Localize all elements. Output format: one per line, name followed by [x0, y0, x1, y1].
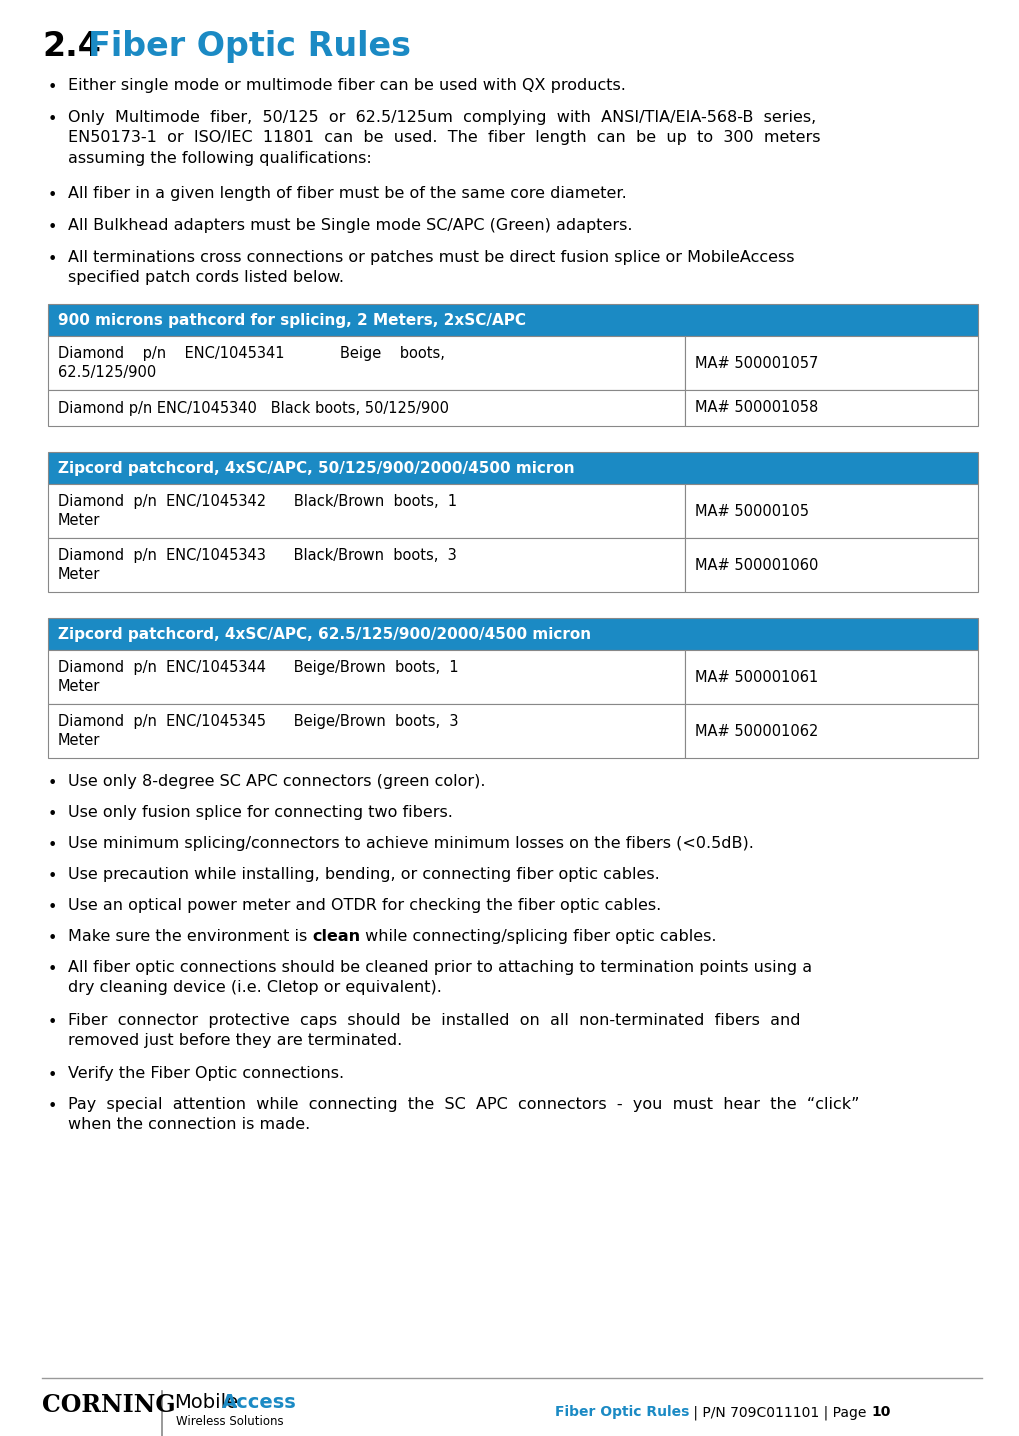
Text: Fiber Optic Rules: Fiber Optic Rules	[88, 30, 411, 63]
Bar	[48, 538, 685, 592]
Text: 10: 10	[871, 1404, 891, 1419]
Text: All fiber in a given length of fiber must be of the same core diameter.: All fiber in a given length of fiber mus…	[68, 187, 627, 201]
Bar	[685, 538, 978, 592]
Text: •: •	[48, 112, 57, 126]
Bar	[48, 304, 978, 336]
Text: MA# 500001058: MA# 500001058	[695, 401, 818, 415]
Text: MA# 500001057: MA# 500001057	[695, 356, 818, 370]
Text: while connecting/splicing fiber optic cables.: while connecting/splicing fiber optic ca…	[361, 929, 717, 943]
Text: Diamond  p/n  ENC/1045342      Black/Brown  boots,  1
Meter: Diamond p/n ENC/1045342 Black/Brown boot…	[58, 494, 458, 528]
Text: •: •	[48, 251, 57, 267]
Text: •: •	[48, 220, 57, 236]
Text: •: •	[48, 80, 57, 95]
Text: All terminations cross connections or patches must be direct fusion splice or Mo: All terminations cross connections or pa…	[68, 250, 795, 286]
Text: All fiber optic connections should be cleaned prior to attaching to termination : All fiber optic connections should be cl…	[68, 961, 812, 995]
Bar	[48, 336, 685, 391]
Text: •: •	[48, 962, 57, 976]
Text: Fiber  connector  protective  caps  should  be  installed  on  all  non-terminat: Fiber connector protective caps should b…	[68, 1012, 801, 1048]
Text: •: •	[48, 900, 57, 915]
Text: Either single mode or multimode fiber can be used with QX products.: Either single mode or multimode fiber ca…	[68, 78, 626, 93]
Text: •: •	[48, 839, 57, 853]
Text: Wireless Solutions: Wireless Solutions	[176, 1414, 283, 1427]
Text: Fiber Optic Rules: Fiber Optic Rules	[555, 1404, 690, 1419]
Text: Zipcord patchcord, 4xSC/APC, 50/125/900/2000/4500 micron: Zipcord patchcord, 4xSC/APC, 50/125/900/…	[58, 461, 575, 475]
Text: Diamond  p/n  ENC/1045345      Beige/Brown  boots,  3
Meter: Diamond p/n ENC/1045345 Beige/Brown boot…	[58, 714, 459, 748]
Text: Access: Access	[222, 1393, 297, 1412]
Text: Diamond    p/n    ENC/1045341            Beige    boots,
62.5/125/900: Diamond p/n ENC/1045341 Beige boots, 62.…	[58, 346, 445, 381]
Text: Only  Multimode  fiber,  50/125  or  62.5/125um  complying  with  ANSI/TIA/EIA-5: Only Multimode fiber, 50/125 or 62.5/125…	[68, 111, 820, 165]
Bar	[48, 484, 685, 538]
Text: All Bulkhead adapters must be Single mode SC/APC (Green) adapters.: All Bulkhead adapters must be Single mod…	[68, 218, 633, 233]
Text: 2.4: 2.4	[42, 30, 101, 63]
Text: Mobile: Mobile	[174, 1393, 238, 1412]
Text: •: •	[48, 807, 57, 821]
Text: •: •	[48, 931, 57, 946]
Bar	[685, 336, 978, 391]
Text: •: •	[48, 1068, 57, 1083]
Text: clean: clean	[313, 929, 361, 943]
Text: Diamond  p/n  ENC/1045344      Beige/Brown  boots,  1
Meter: Diamond p/n ENC/1045344 Beige/Brown boot…	[58, 659, 459, 695]
Text: •: •	[48, 869, 57, 885]
Text: MA# 50000105: MA# 50000105	[695, 504, 809, 518]
Text: Make sure the environment is: Make sure the environment is	[68, 929, 313, 943]
Text: •: •	[48, 775, 57, 791]
Bar	[685, 704, 978, 758]
Text: Use an optical power meter and OTDR for checking the fiber optic cables.: Use an optical power meter and OTDR for …	[68, 898, 661, 913]
Text: MA# 500001061: MA# 500001061	[695, 669, 818, 685]
Bar	[48, 617, 978, 651]
Bar	[48, 391, 685, 426]
Bar	[685, 484, 978, 538]
Text: MA# 500001060: MA# 500001060	[695, 557, 818, 573]
Bar	[48, 651, 685, 704]
Text: CORNING: CORNING	[42, 1393, 175, 1417]
Text: Use precaution while installing, bending, or connecting fiber optic cables.: Use precaution while installing, bending…	[68, 867, 659, 882]
Bar	[685, 391, 978, 426]
Text: Pay  special  attention  while  connecting  the  SC  APC  connectors  -  you  mu: Pay special attention while connecting t…	[68, 1097, 859, 1133]
Text: Use minimum splicing/connectors to achieve minimum losses on the fibers (<0.5dB): Use minimum splicing/connectors to achie…	[68, 836, 754, 852]
Text: Verify the Fiber Optic connections.: Verify the Fiber Optic connections.	[68, 1066, 344, 1081]
Bar	[685, 651, 978, 704]
Text: •: •	[48, 1015, 57, 1030]
Text: MA# 500001062: MA# 500001062	[695, 724, 818, 738]
Text: Diamond p/n ENC/1045340   Black boots, 50/125/900: Diamond p/n ENC/1045340 Black boots, 50/…	[58, 401, 449, 415]
Text: •: •	[48, 1099, 57, 1114]
Text: 900 microns pathcord for splicing, 2 Meters, 2xSC/APC: 900 microns pathcord for splicing, 2 Met…	[58, 313, 526, 327]
Text: •: •	[48, 188, 57, 202]
Text: Use only fusion splice for connecting two fibers.: Use only fusion splice for connecting tw…	[68, 806, 452, 820]
Text: Use only 8-degree SC APC connectors (green color).: Use only 8-degree SC APC connectors (gre…	[68, 774, 485, 788]
Bar	[48, 704, 685, 758]
Text: Zipcord patchcord, 4xSC/APC, 62.5/125/900/2000/4500 micron: Zipcord patchcord, 4xSC/APC, 62.5/125/90…	[58, 626, 591, 642]
Text: Diamond  p/n  ENC/1045343      Black/Brown  boots,  3
Meter: Diamond p/n ENC/1045343 Black/Brown boot…	[58, 547, 457, 583]
Text: | P/N 709C011101 | Page: | P/N 709C011101 | Page	[690, 1404, 871, 1420]
Bar	[48, 452, 978, 484]
